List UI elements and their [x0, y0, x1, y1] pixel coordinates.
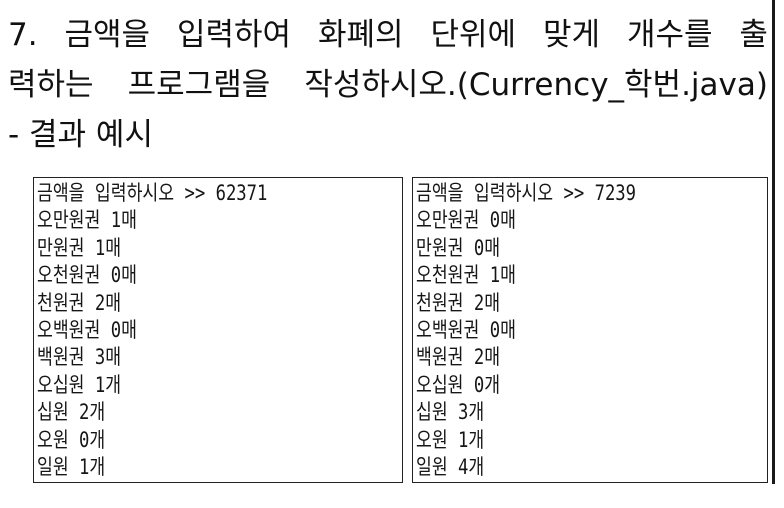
- question-line-1: 7. 금액을 입력하여 화폐의 단위에 맞게 개수를 출: [8, 10, 768, 60]
- console-output-line: 만원권 1매: [37, 235, 122, 260]
- console-output-line: 오십원 0개: [416, 372, 501, 397]
- console-output-line: 오십원 1개: [37, 372, 122, 397]
- console-output-line: 천원권 2매: [416, 290, 501, 315]
- question-word: 단위에: [430, 17, 517, 53]
- console-output-line: 만원권 0매: [416, 235, 501, 260]
- question-word: 입력하여: [176, 17, 292, 53]
- console-input-line: 금액을 입력하시오 >> 7239: [416, 181, 637, 205]
- console-output-line: 천원권 2매: [37, 290, 122, 315]
- console-output-line: 백원권 2매: [416, 345, 501, 370]
- console-output-line: 백원권 3매: [37, 345, 122, 370]
- example-output-box-1: 금액을 입력하시오 >> 62371 오만원권 1매 만원권 1매 오천원권 0…: [33, 177, 403, 483]
- console-output-line: 오백원권 0매: [416, 318, 516, 343]
- console-output-line: 오만원권 1매: [37, 208, 137, 233]
- console-output-line: 일원 1개: [37, 455, 106, 480]
- question-word: 력하는: [8, 67, 94, 103]
- question-word: 금액을: [64, 17, 151, 53]
- console-output-line: 오백원권 0매: [37, 318, 137, 343]
- question-word: 화폐의: [318, 17, 404, 53]
- example-output-box-2: 금액을 입력하시오 >> 7239 오만원권 0매 만원권 0매 오천원권 1매…: [412, 177, 768, 483]
- console-output-line: 십원 2개: [37, 400, 106, 425]
- example-label: - 결과 예시: [8, 117, 153, 153]
- question-word: 출: [739, 17, 768, 53]
- console-output-line: 오원 0개: [37, 427, 106, 452]
- question-word: 작성하시오.(Currency_학번.java): [304, 67, 768, 103]
- question-word: 맞게: [542, 17, 601, 53]
- question-line-2: 력하는 프로그램을 작성하시오.(Currency_학번.java): [8, 60, 768, 110]
- question-text: 7. 금액을 입력하여 화폐의 단위에 맞게 개수를 출 력하는 프로그램을 작…: [8, 10, 768, 160]
- question-word: 7.: [8, 17, 38, 53]
- console-output-line: 일원 4개: [416, 455, 485, 480]
- console-output-line: 오만원권 0매: [416, 208, 516, 233]
- console-output-line: 십원 3개: [416, 400, 485, 425]
- console-input-line: 금액을 입력하시오 >> 62371: [37, 181, 268, 205]
- question-word: 개수를: [626, 17, 713, 53]
- question-word: 프로그램을: [127, 67, 271, 103]
- console-output-line: 오천원권 0매: [37, 263, 137, 288]
- page-right-border: [772, 0, 775, 484]
- console-output-line: 오천원권 1매: [416, 263, 516, 288]
- console-output-line: 오원 1개: [416, 427, 485, 452]
